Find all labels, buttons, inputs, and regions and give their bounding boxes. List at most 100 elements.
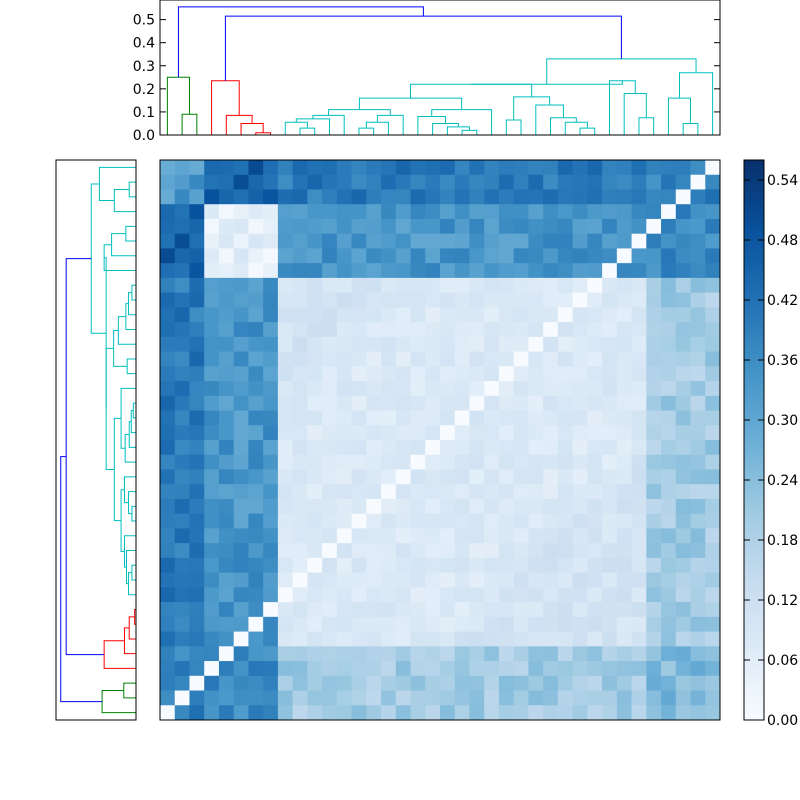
- heatmap-cell: [631, 425, 647, 441]
- heatmap-cell: [336, 572, 352, 588]
- heatmap-cell: [277, 292, 294, 308]
- heatmap-cell: [661, 160, 677, 176]
- heatmap-cell: [233, 572, 249, 588]
- heatmap-cell: [410, 661, 426, 677]
- heatmap-cell: [351, 498, 367, 515]
- heatmap-cell: [484, 410, 500, 426]
- colorbar-tick-label: 0.30: [767, 413, 798, 429]
- heatmap-cell: [160, 189, 176, 205]
- heatmap-cell: [646, 366, 662, 382]
- heatmap-cell: [675, 587, 691, 603]
- heatmap-cell: [454, 528, 470, 544]
- heatmap-cell: [557, 381, 574, 397]
- heatmap-cell: [263, 631, 279, 647]
- heatmap-cell: [218, 336, 235, 352]
- heatmap-cell: [425, 616, 441, 632]
- heatmap-cell: [498, 572, 515, 588]
- heatmap-cell: [292, 572, 308, 588]
- heatmap-cell: [440, 631, 456, 647]
- heatmap-cell: [307, 233, 323, 249]
- heatmap-cell: [690, 395, 706, 411]
- heatmap-cell: [351, 292, 367, 308]
- heatmap-cell: [292, 351, 308, 367]
- heatmap-cell: [543, 690, 559, 706]
- heatmap-cell: [440, 277, 456, 294]
- heatmap-cell: [425, 263, 441, 279]
- heatmap-cell: [498, 587, 515, 603]
- heatmap-cell: [189, 263, 205, 279]
- heatmap-cell: [174, 410, 190, 426]
- heatmap-cell: [351, 322, 367, 338]
- heatmap-cell: [395, 366, 411, 382]
- heatmap-cell: [277, 469, 294, 485]
- heatmap-cell: [322, 160, 338, 176]
- heatmap-cell: [484, 705, 500, 721]
- heatmap-cell: [440, 425, 456, 441]
- heatmap-cell: [587, 189, 603, 205]
- heatmap-cell: [513, 189, 529, 205]
- heatmap-cell: [381, 395, 397, 411]
- heatmap-cell: [675, 513, 691, 529]
- heatmap-cell: [557, 277, 574, 294]
- heatmap-cell: [307, 454, 323, 470]
- heatmap-cell: [690, 440, 706, 456]
- heatmap-cell: [425, 233, 441, 249]
- heatmap-cell: [233, 690, 249, 706]
- heatmap-cell: [661, 366, 677, 382]
- heatmap-cell: [381, 690, 397, 706]
- heatmap-cell: [705, 263, 721, 279]
- heatmap-cell: [381, 454, 397, 470]
- heatmap-cell: [307, 616, 323, 632]
- heatmap-cell: [469, 160, 485, 176]
- heatmap-cell: [160, 160, 176, 176]
- heatmap-cell: [366, 351, 382, 367]
- heatmap-cell: [528, 425, 544, 441]
- heatmap-cell: [381, 646, 397, 662]
- heatmap-cell: [381, 381, 397, 397]
- heatmap-cell: [646, 292, 662, 308]
- heatmap-cell: [277, 174, 294, 190]
- heatmap-cell: [440, 366, 456, 382]
- heatmap-cell: [174, 557, 190, 574]
- heatmap-cell: [469, 233, 485, 249]
- heatmap-cell: [248, 351, 264, 367]
- heatmap-cell: [705, 498, 721, 515]
- heatmap-cell: [204, 440, 220, 456]
- heatmap-cell: [528, 440, 544, 456]
- heatmap-cell: [661, 351, 677, 367]
- heatmap-cell: [263, 528, 279, 544]
- heatmap-cell: [351, 454, 367, 470]
- dendrogram-root-link: [65, 258, 105, 656]
- heatmap-cell: [646, 631, 662, 647]
- heatmap-cell: [557, 498, 574, 515]
- heatmap-cell: [616, 528, 632, 544]
- heatmap-cell: [263, 307, 279, 323]
- heatmap-cell: [661, 307, 677, 323]
- heatmap-cell: [646, 661, 662, 677]
- heatmap-cell: [602, 513, 618, 529]
- heatmap-cell: [602, 263, 618, 279]
- heatmap-cell: [277, 351, 294, 367]
- heatmap-cell: [454, 690, 470, 706]
- heatmap-cell: [616, 174, 632, 190]
- heatmap-cell: [646, 307, 662, 323]
- heatmap-cell: [528, 454, 544, 470]
- heatmap-cell: [557, 616, 574, 632]
- heatmap-cell: [336, 631, 352, 647]
- heatmap-cell: [469, 675, 485, 691]
- heatmap-cell: [587, 631, 603, 647]
- heatmap-cell: [395, 395, 411, 411]
- heatmap-cell: [248, 543, 264, 559]
- heatmap-cell: [263, 233, 279, 249]
- heatmap-cell: [543, 469, 559, 485]
- heatmap-cell: [557, 484, 574, 500]
- heatmap-cell: [587, 587, 603, 603]
- heatmap-cell: [498, 454, 515, 470]
- heatmap-cell: [513, 646, 529, 662]
- heatmap-cell: [513, 322, 529, 338]
- heatmap-cell: [366, 587, 382, 603]
- heatmap-cell: [292, 233, 308, 249]
- heatmap-cell: [705, 204, 721, 220]
- heatmap-cell: [543, 381, 559, 397]
- heatmap-cell: [322, 248, 338, 264]
